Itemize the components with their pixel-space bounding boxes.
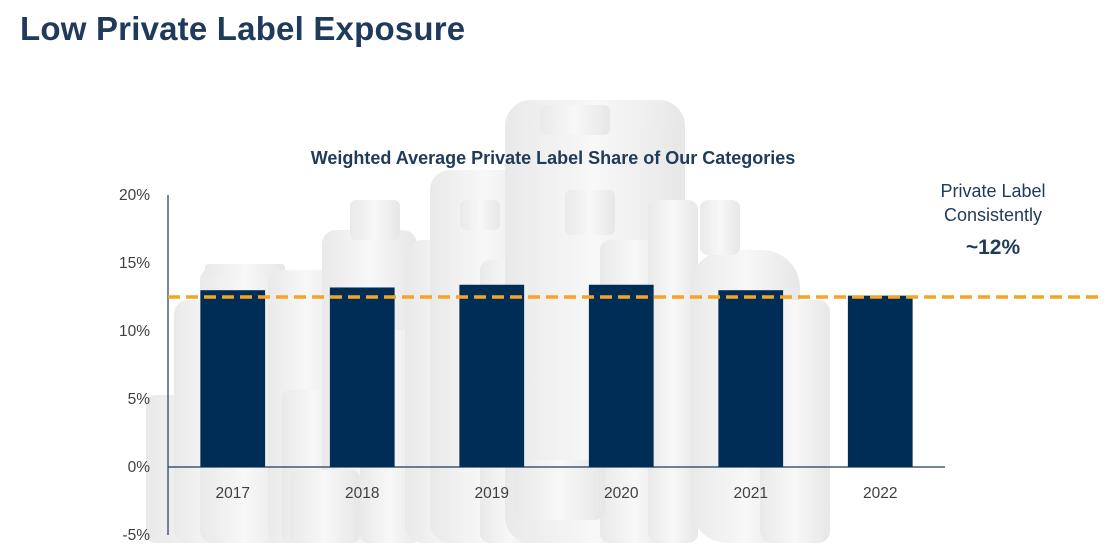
x-tick-label: 2020 (604, 485, 639, 502)
callout: Private Label Consistently ~12% (940, 181, 1045, 259)
y-tick-label: 5% (128, 391, 151, 408)
x-tick-label: 2021 (734, 485, 768, 502)
y-tick-label: -5% (122, 527, 150, 544)
y-tick-label: 15% (119, 255, 150, 272)
bar-2020 (588, 284, 654, 467)
bar-2018 (329, 287, 395, 467)
bar-2022 (847, 295, 913, 467)
bar-2019 (459, 284, 525, 467)
callout-line-1: Private Label (940, 181, 1045, 201)
bar-2017 (200, 290, 266, 467)
callout-line-2: Consistently (944, 205, 1042, 225)
x-tick-label: 2019 (475, 485, 509, 502)
bar-2021 (718, 290, 784, 467)
x-tick-label: 2022 (863, 485, 897, 502)
x-tick-label: 2017 (216, 485, 250, 502)
callout-line-3: ~12% (966, 236, 1021, 259)
chart-title: Weighted Average Private Label Share of … (311, 148, 795, 168)
y-tick-label: 10% (119, 323, 150, 340)
y-tick-label: 20% (119, 187, 150, 204)
x-tick-label: 2018 (345, 485, 379, 502)
y-tick-label: 0% (128, 459, 151, 476)
page-title: Low Private Label Exposure (20, 10, 466, 47)
